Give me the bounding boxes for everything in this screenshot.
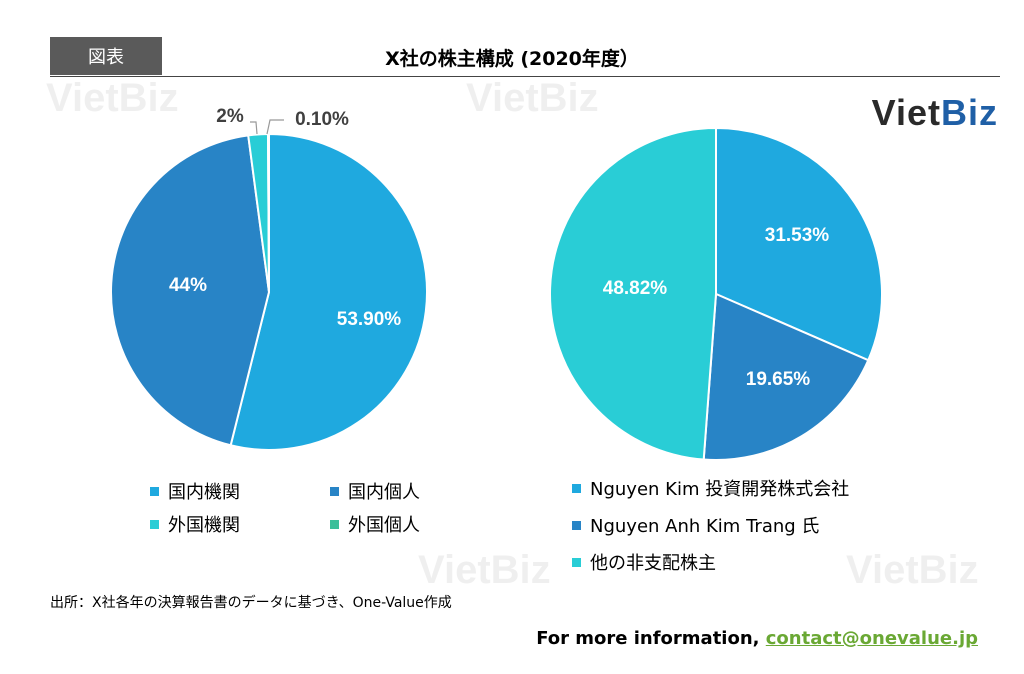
legend-item: 外国個人 — [330, 511, 420, 537]
pie-slice — [267, 132, 270, 293]
legend-label: 外国機関 — [168, 515, 240, 536]
footer-contact: For more information, contact@onevalue.j… — [536, 628, 978, 649]
leader-line — [266, 119, 284, 135]
slice-value-label: 0.10% — [295, 109, 349, 130]
legend-swatch — [572, 557, 581, 567]
pie-slice — [715, 126, 883, 362]
contact-email-link[interactable]: contact@onevalue.jp — [765, 628, 978, 649]
watermark: VietBiz — [418, 548, 551, 592]
pie-slice — [549, 126, 717, 461]
legend-swatch — [330, 519, 339, 529]
legend-item: 他の非支配株主 — [572, 549, 716, 575]
legend-swatch — [572, 520, 581, 530]
legend-label: Nguyen Anh Kim Trang 氏 — [590, 516, 820, 537]
slice-value-label: 19.65% — [746, 369, 811, 390]
title-divider — [50, 76, 1000, 77]
legend-item: 国内個人 — [330, 478, 420, 504]
slice-value-label: 53.90% — [337, 309, 402, 330]
legend-label: 国内個人 — [348, 482, 420, 503]
pie-slice — [229, 132, 428, 451]
slice-value-label: 31.53% — [765, 225, 830, 246]
legend-swatch — [330, 486, 339, 496]
legend-swatch — [150, 519, 159, 529]
slice-value-label: 44% — [169, 275, 207, 296]
legend-label: 国内機関 — [168, 482, 240, 503]
legend-label: Nguyen Kim 投資開発株式会社 — [590, 479, 850, 500]
watermark: VietBiz — [846, 548, 979, 592]
legend-swatch — [150, 486, 159, 496]
source-note: 出所：X社各年の決算報告書のデータに基づき、One-Value作成 — [50, 595, 452, 611]
leader-line — [250, 121, 258, 135]
chart-title: X社の株主構成 (2020年度） — [385, 48, 639, 70]
legend-item: Nguyen Kim 投資開発株式会社 — [572, 475, 849, 501]
legend-item: Nguyen Anh Kim Trang 氏 — [572, 512, 819, 538]
slice-value-label: 48.82% — [603, 278, 668, 299]
pie-slice — [110, 134, 271, 447]
legend-label: 他の非支配株主 — [590, 553, 716, 574]
watermark: VietBiz — [46, 76, 179, 120]
vietbiz-logo: VietBiz — [871, 92, 998, 133]
legend-swatch — [572, 483, 581, 493]
legend-item: 国内機関 — [150, 478, 240, 504]
legend-item: 外国機関 — [150, 511, 240, 537]
slice-value-label: 2% — [216, 106, 244, 127]
figure-tag: 図表 — [50, 37, 162, 75]
legend-label: 外国個人 — [348, 515, 420, 536]
watermark: VietBiz — [466, 76, 599, 120]
pie-slice — [702, 292, 870, 461]
